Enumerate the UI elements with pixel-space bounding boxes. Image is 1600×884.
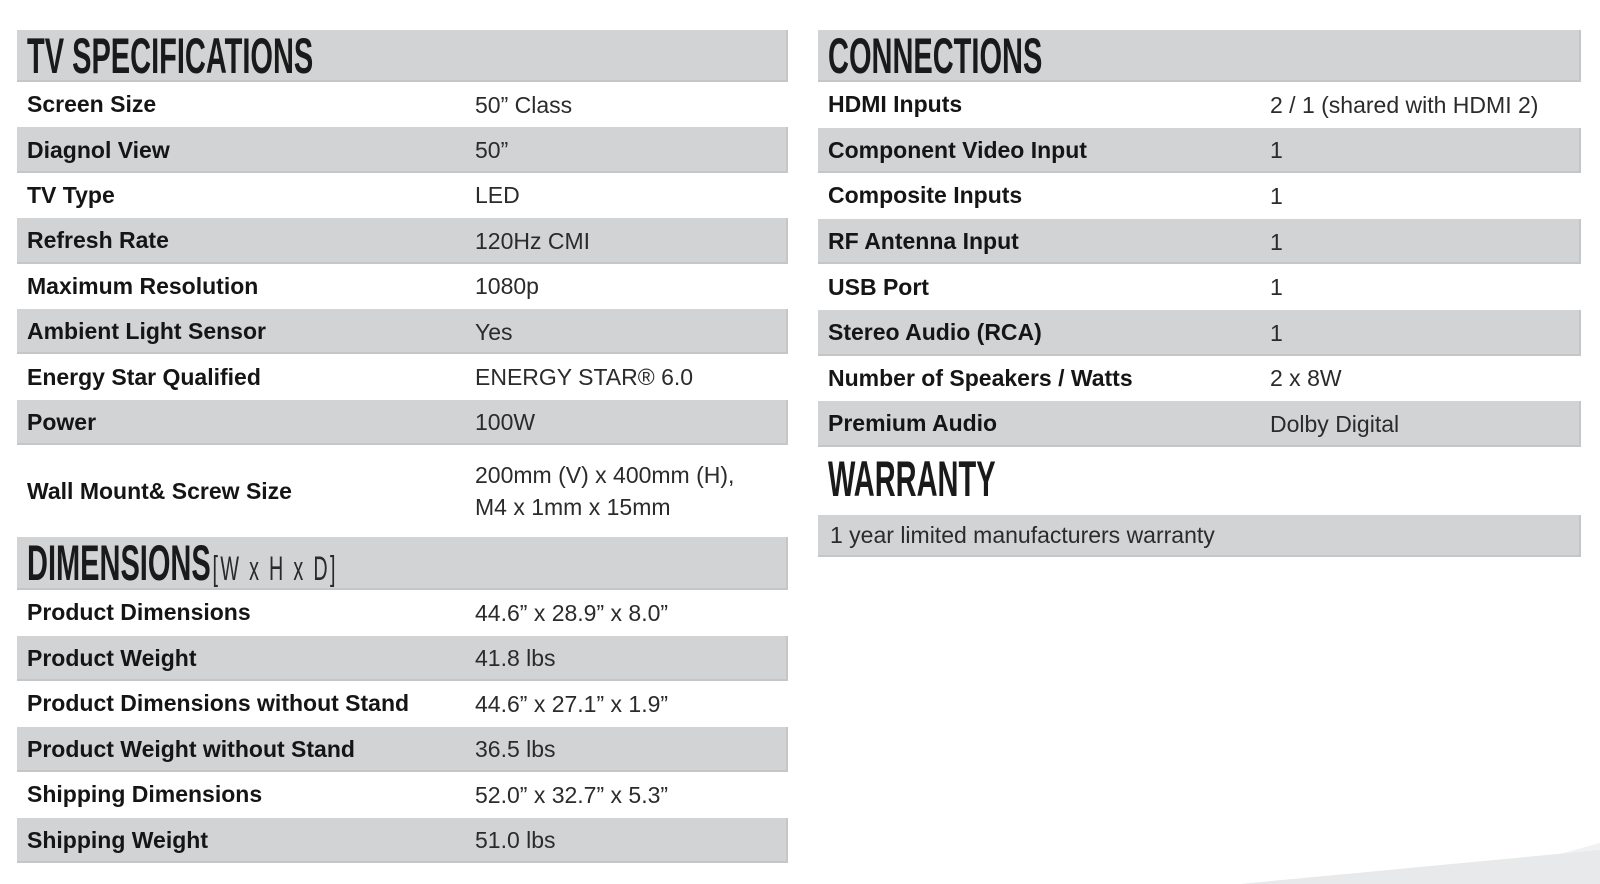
dimensions-title: DIMENSIONS bbox=[27, 537, 211, 591]
spec-value: 36.5 lbs bbox=[475, 736, 556, 763]
spec-value: 44.6” x 27.1” x 1.9” bbox=[475, 690, 669, 717]
spec-value: 1 bbox=[1270, 274, 1283, 301]
dimensions-subtitle: [W x H x D] bbox=[212, 550, 338, 589]
spec-label: RF Antenna Input bbox=[828, 228, 1019, 255]
spec-value: 50” Class bbox=[475, 91, 573, 118]
tv-specifications-title: TV SPECIFICATIONS bbox=[27, 30, 314, 82]
spec-row: Premium Audio Dolby Digital bbox=[818, 401, 1581, 447]
spec-row: Component Video Input 1 bbox=[818, 127, 1581, 174]
spec-label: Number of Speakers / Watts bbox=[828, 364, 1133, 391]
right-column: CONNECTIONS HDMI Inputs 2 / 1 (shared wit… bbox=[818, 30, 1581, 557]
spec-value: 1080p bbox=[475, 273, 539, 300]
spec-row: Screen Size 50” Class bbox=[17, 82, 788, 128]
tv-specifications-title-wrap: TV SPECIFICATIONS bbox=[27, 31, 313, 81]
spec-row: Composite Inputs 1 bbox=[818, 173, 1581, 219]
section-dimensions: DIMENSIONS [W x H x D] Product Dimension… bbox=[17, 537, 788, 864]
spec-row: Power 100W bbox=[17, 399, 788, 446]
dimensions-table: Product Dimensions 44.6” x 28.9” x 8.0” Pr… bbox=[17, 590, 788, 864]
spec-row: Product Dimensions without Stand 44.6” x … bbox=[17, 681, 788, 727]
warranty-text: 1 year limited manufacturers warranty bbox=[830, 522, 1215, 549]
spec-row: Product Weight without Stand 36.5 lbs bbox=[17, 726, 788, 773]
spec-row: Product Dimensions 44.6” x 28.9” x 8.0” bbox=[17, 590, 788, 636]
spec-row: Shipping Weight 51.0 lbs bbox=[17, 817, 788, 864]
spec-row: Product Weight 41.8 lbs bbox=[17, 635, 788, 682]
spec-row: USB Port 1 bbox=[818, 264, 1581, 310]
tv-specifications-table: Screen Size 50” Class Diagnol View 50” TV Ty… bbox=[17, 82, 788, 538]
spec-row: Stereo Audio (RCA) 1 bbox=[818, 309, 1581, 356]
spec-row: HDMI Inputs 2 / 1 (shared with HDMI 2) bbox=[818, 82, 1581, 128]
spec-value: 1 bbox=[1270, 137, 1283, 164]
spec-value: 52.0” x 32.7” x 5.3” bbox=[475, 781, 669, 808]
connections-title: CONNECTIONS bbox=[828, 30, 1043, 82]
spec-value: 1 bbox=[1270, 228, 1283, 255]
spec-label: Power bbox=[27, 408, 97, 435]
spec-value: 2 / 1 (shared with HDMI 2) bbox=[1270, 91, 1539, 118]
spec-row: Shipping Dimensions 52.0” x 32.7” x 5.3” bbox=[17, 772, 788, 818]
spec-label: Refresh Rate bbox=[27, 227, 169, 254]
spec-label: USB Port bbox=[828, 273, 929, 300]
connections-title-wrap: CONNECTIONS bbox=[828, 31, 1042, 81]
spec-label: Product Weight without Stand bbox=[27, 735, 355, 762]
spec-row: Wall Mount& Screw Size 200mm (V) x 400mm … bbox=[17, 445, 788, 538]
section-connections: CONNECTIONS HDMI Inputs 2 / 1 (shared wit… bbox=[818, 30, 1581, 447]
spec-label: HDMI Inputs bbox=[828, 91, 963, 118]
spec-value: LED bbox=[475, 182, 520, 209]
spec-value: 41.8 lbs bbox=[475, 645, 556, 672]
spec-value: 100W bbox=[475, 409, 536, 436]
spec-label: TV Type bbox=[27, 181, 115, 208]
connections-header: CONNECTIONS bbox=[818, 30, 1581, 82]
spec-row: TV Type LED bbox=[17, 172, 788, 219]
section-tv-specifications: TV SPECIFICATIONS Screen Size 50” Class Di… bbox=[17, 30, 788, 538]
warranty-title-wrap: WARRANTY bbox=[828, 454, 996, 504]
spec-value: ENERGY STAR® 6.0 bbox=[475, 364, 694, 391]
spec-label: Shipping Weight bbox=[27, 826, 208, 853]
spec-label: Diagnol View bbox=[27, 136, 170, 163]
spec-value: 44.6” x 28.9” x 8.0” bbox=[475, 599, 669, 626]
left-column: TV SPECIFICATIONS Screen Size 50” Class Di… bbox=[17, 30, 788, 864]
spec-value: 1 bbox=[1270, 319, 1283, 346]
spec-label: Product Dimensions bbox=[27, 599, 251, 626]
spec-value: Dolby Digital bbox=[1270, 410, 1400, 437]
section-warranty: WARRANTY 1 year limited manufacturers wa… bbox=[818, 453, 1581, 557]
spec-row: Diagnol View 50” bbox=[17, 127, 788, 173]
spec-label: Component Video Input bbox=[828, 136, 1087, 163]
warranty-title: WARRANTY bbox=[828, 450, 996, 507]
spec-label: Screen Size bbox=[27, 91, 157, 118]
spec-value: 51.0 lbs bbox=[475, 827, 556, 854]
warranty-header: WARRANTY bbox=[818, 453, 1581, 505]
spec-row: Number of Speakers / Watts 2 x 8W bbox=[818, 355, 1581, 402]
spec-value: 50” bbox=[475, 137, 509, 164]
spec-label: Wall Mount& Screw Size bbox=[27, 477, 292, 504]
warranty-text-band: 1 year limited manufacturers warranty bbox=[818, 514, 1581, 557]
corner-wedge-decoration bbox=[1240, 850, 1600, 884]
spec-row: Refresh Rate 120Hz CMI bbox=[17, 218, 788, 264]
spec-label: Composite Inputs bbox=[828, 182, 1023, 209]
dimensions-title-wrap: DIMENSIONS [W x H x D] bbox=[27, 538, 338, 589]
dimensions-header: DIMENSIONS [W x H x D] bbox=[17, 537, 788, 591]
connections-table: HDMI Inputs 2 / 1 (shared with HDMI 2) Com… bbox=[818, 82, 1581, 447]
spec-label: Premium Audio bbox=[828, 410, 998, 437]
spec-value: 120Hz CMI bbox=[475, 227, 591, 254]
spec-row: RF Antenna Input 1 bbox=[818, 218, 1581, 265]
spec-value: 200mm (V) x 400mm (H), M4 x 1mm x 15mm bbox=[475, 462, 735, 521]
spec-label: Ambient Light Sensor bbox=[27, 318, 266, 345]
spec-label: Product Dimensions without Stand bbox=[27, 690, 410, 717]
spec-label: Stereo Audio (RCA) bbox=[828, 319, 1042, 346]
spec-value: Yes bbox=[475, 318, 513, 345]
spec-row: Maximum Resolution 1080p bbox=[17, 263, 788, 309]
spec-label: Product Weight bbox=[27, 644, 197, 671]
spec-label: Maximum Resolution bbox=[27, 272, 259, 299]
spec-value: 2 x 8W bbox=[1270, 365, 1342, 392]
spec-label: Shipping Dimensions bbox=[27, 781, 263, 808]
spec-row: Energy Star Qualified ENERGY STAR® 6.0 bbox=[17, 354, 788, 400]
spec-value: 1 bbox=[1270, 182, 1283, 209]
tv-specifications-header: TV SPECIFICATIONS bbox=[17, 30, 788, 82]
spec-row: Ambient Light Sensor Yes bbox=[17, 308, 788, 355]
spec-label: Energy Star Qualified bbox=[27, 363, 261, 390]
